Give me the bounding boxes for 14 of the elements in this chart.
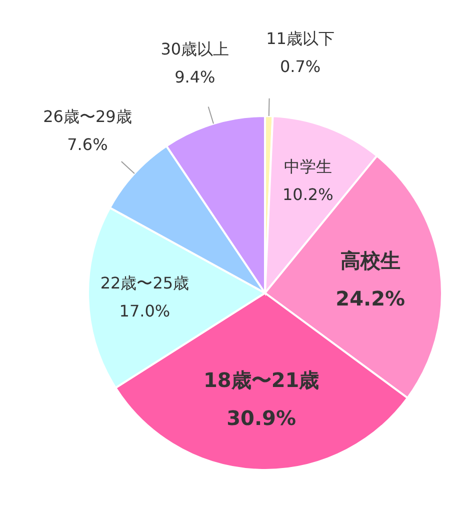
slice-label: 26歳〜29歳 — [43, 107, 132, 126]
data-label: 24.2% — [336, 286, 406, 311]
slice-label: 中学生 — [284, 157, 332, 176]
data-label: 17.0% — [119, 301, 170, 320]
slice-label: 30歳以上 — [160, 39, 230, 58]
slice-label: 高校生 — [340, 248, 400, 273]
data-label: 30.9% — [226, 406, 296, 430]
data-label: 7.6% — [67, 135, 108, 154]
slice-label: 22歳〜25歳 — [100, 273, 190, 292]
data-label: 0.7% — [280, 56, 321, 76]
slice-label: 11歳以下 — [266, 28, 334, 48]
slice-label: 18歳〜21歳 — [203, 368, 320, 392]
data-label: 9.4% — [174, 67, 216, 86]
data-label: 10.2% — [282, 185, 334, 204]
